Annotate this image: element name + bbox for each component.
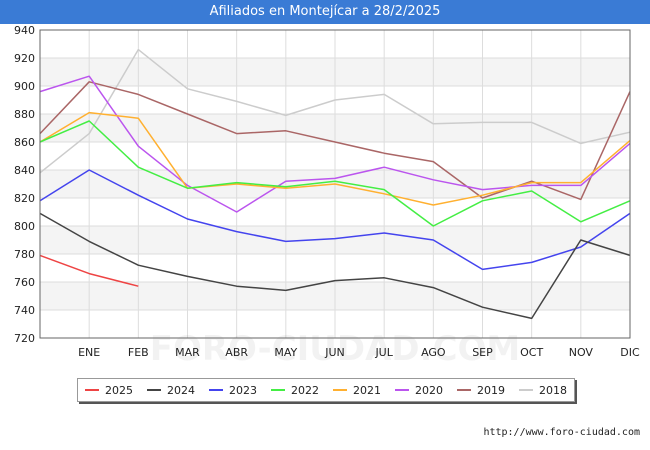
x-tick-label: DIC xyxy=(620,346,640,359)
legend-label: 2025 xyxy=(105,383,133,397)
x-tick-label: ENE xyxy=(78,346,100,359)
legend: 2025 2024 2023 2022 2021 2020 2019 2018 xyxy=(77,378,575,402)
series-line-2022 xyxy=(39,120,631,227)
series-line-2020 xyxy=(39,75,631,213)
series-line-2018 xyxy=(39,48,631,174)
legend-label: 2022 xyxy=(291,383,319,397)
y-tick-label: 720 xyxy=(14,332,35,345)
y-tick-label: 740 xyxy=(14,304,35,317)
x-tick-label: ABR xyxy=(225,346,248,359)
x-tick-label: NOV xyxy=(569,346,594,359)
legend-item-2024: 2024 xyxy=(147,384,195,397)
x-tick-label: JUL xyxy=(374,346,393,359)
y-tick-label: 900 xyxy=(14,80,35,93)
legend-swatch xyxy=(519,389,533,391)
legend-label: 2021 xyxy=(353,383,381,397)
legend-label: 2018 xyxy=(539,383,567,397)
legend-item-2023: 2023 xyxy=(209,384,257,397)
y-tick-label: 880 xyxy=(14,108,35,121)
legend-item-2022: 2022 xyxy=(271,384,319,397)
plot-frame xyxy=(39,29,631,339)
legend-label: 2023 xyxy=(229,383,257,397)
legend-swatch xyxy=(457,389,471,391)
legend-swatch xyxy=(395,389,409,391)
legend-swatch xyxy=(147,389,161,391)
y-tick-label: 820 xyxy=(14,192,35,205)
legend-label: 2020 xyxy=(415,383,443,397)
series-line-2021 xyxy=(39,111,631,206)
y-tick-label: 940 xyxy=(14,24,35,37)
series-line-2019 xyxy=(39,81,631,201)
series-line-2025 xyxy=(39,254,139,287)
y-tick-label: 860 xyxy=(14,136,35,149)
x-tick-label: SEP xyxy=(472,346,493,359)
legend-label: 2019 xyxy=(477,383,505,397)
chart-title: Afiliados en Montejícar a 28/2/2025 xyxy=(0,0,650,24)
series-lines xyxy=(39,48,631,320)
legend-swatch xyxy=(333,389,347,391)
grid-lines xyxy=(40,29,631,339)
y-tick-label: 800 xyxy=(14,220,35,233)
legend-swatch xyxy=(209,389,223,391)
x-tick-label: MAY xyxy=(274,346,297,359)
x-tick-label: OCT xyxy=(520,346,543,359)
series-line-2024 xyxy=(39,212,631,320)
legend-swatch xyxy=(271,389,285,391)
y-tick-label: 760 xyxy=(14,276,35,289)
x-tick-label: MAR xyxy=(175,346,200,359)
y-axis: 720 740 760 780 800 820 840 860 880 900 920 940 xyxy=(14,24,35,345)
series-line-2023 xyxy=(39,169,631,271)
x-tick-label: AGO xyxy=(421,346,446,359)
y-tick-label: 840 xyxy=(14,164,35,177)
watermark-text: FORO-CIUDAD.COM xyxy=(150,329,521,369)
legend-item-2019: 2019 xyxy=(457,384,505,397)
x-axis: ENE FEB MAR ABR MAY JUN JUL AGO SEP OCT NOV DIC xyxy=(78,346,640,359)
y-tick-label: 780 xyxy=(14,248,35,261)
y-tick-label: 920 xyxy=(14,52,35,65)
source-url: http://www.foro-ciudad.com xyxy=(483,427,640,438)
legend-swatch xyxy=(85,389,99,391)
x-tick-label: FEB xyxy=(128,346,149,359)
legend-label: 2024 xyxy=(167,383,195,397)
legend-item-2018: 2018 xyxy=(519,384,567,397)
x-tick-label: JUN xyxy=(324,346,345,359)
legend-item-2021: 2021 xyxy=(333,384,381,397)
legend-item-2020: 2020 xyxy=(395,384,443,397)
legend-item-2025: 2025 xyxy=(85,384,133,397)
